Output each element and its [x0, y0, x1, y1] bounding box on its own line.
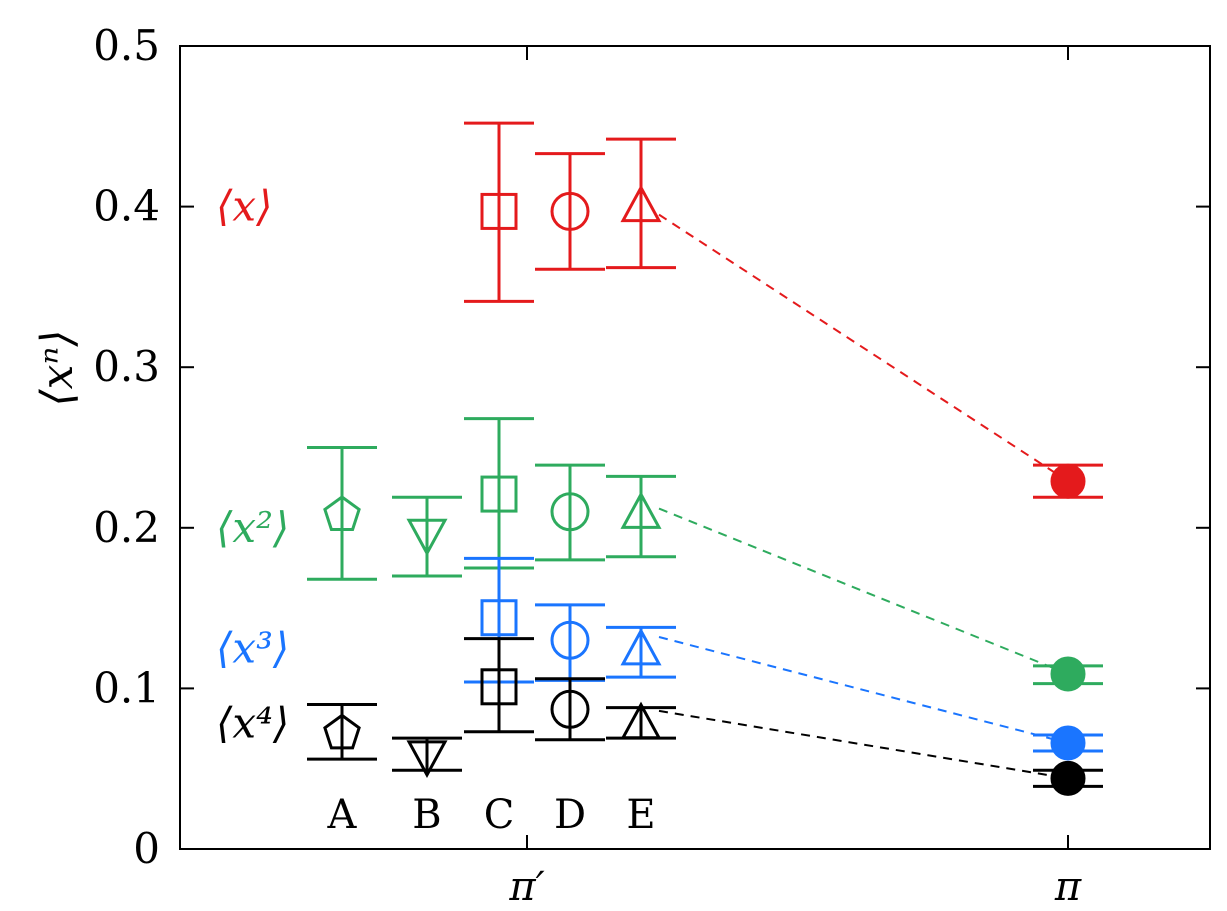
y-tick-label: 0 — [133, 824, 160, 873]
pi-point — [1050, 760, 1086, 796]
marker-square — [480, 668, 518, 706]
marker-circle — [550, 492, 590, 532]
marker-square — [480, 599, 518, 637]
marker-triangle-down — [406, 518, 448, 557]
marker-square — [480, 192, 518, 230]
y-tick-label: 0.4 — [93, 182, 160, 231]
x-tick-label: π — [1054, 864, 1082, 910]
marker-pentagon — [323, 495, 361, 531]
data-points — [307, 121, 1103, 796]
y-tick-label: 0.5 — [93, 21, 160, 70]
moment-label: ⟨x³⟩ — [216, 623, 289, 672]
marker-circle — [550, 191, 590, 231]
marker-triangle-up — [620, 184, 662, 223]
marker-pentagon — [323, 713, 361, 750]
moment-label: ⟨x⁴⟩ — [216, 699, 289, 748]
pi-point — [1050, 725, 1086, 761]
dataset-label: C — [484, 792, 515, 838]
dashed-connector — [658, 213, 1069, 483]
axis-ticks: 0 0.1 0.2 0.3 0.4 0.5 π′ π — [93, 21, 1210, 910]
y-tick-label: 0.2 — [93, 503, 160, 552]
marker-square — [480, 475, 518, 513]
marker-triangle-down — [406, 740, 448, 778]
x-tick-label: π′ — [508, 864, 544, 910]
dataset-label: D — [554, 792, 586, 838]
dataset-label: B — [412, 792, 441, 838]
dashed-connector — [658, 507, 1069, 675]
y-axis-label: ⟨xⁿ⟩ — [32, 330, 83, 407]
pi-point — [1050, 656, 1086, 692]
y-tick-label: 0.3 — [93, 342, 160, 391]
pi-point — [1050, 463, 1086, 499]
moment-label: ⟨x⟩ — [216, 182, 272, 231]
plot-frame — [179, 45, 1211, 850]
dashed-connector — [658, 709, 1069, 780]
dataset-label: E — [626, 792, 655, 838]
moment-label: ⟨x²⟩ — [216, 503, 289, 552]
marker-triangle-up — [620, 627, 662, 666]
marker-circle — [550, 689, 590, 729]
dashed-connectors — [658, 213, 1069, 780]
marker-circle — [550, 620, 590, 660]
y-tick-label: 0.1 — [93, 663, 160, 712]
marker-triangle-up — [620, 701, 662, 740]
chart-labels: ⟨xⁿ⟩ ⟨x⟩ ⟨x²⟩ ⟨x³⟩ ⟨x⁴⟩ A B C D E — [32, 182, 656, 838]
dashed-connector — [658, 636, 1069, 744]
marker-triangle-up — [620, 491, 662, 529]
dataset-label: A — [327, 792, 358, 838]
